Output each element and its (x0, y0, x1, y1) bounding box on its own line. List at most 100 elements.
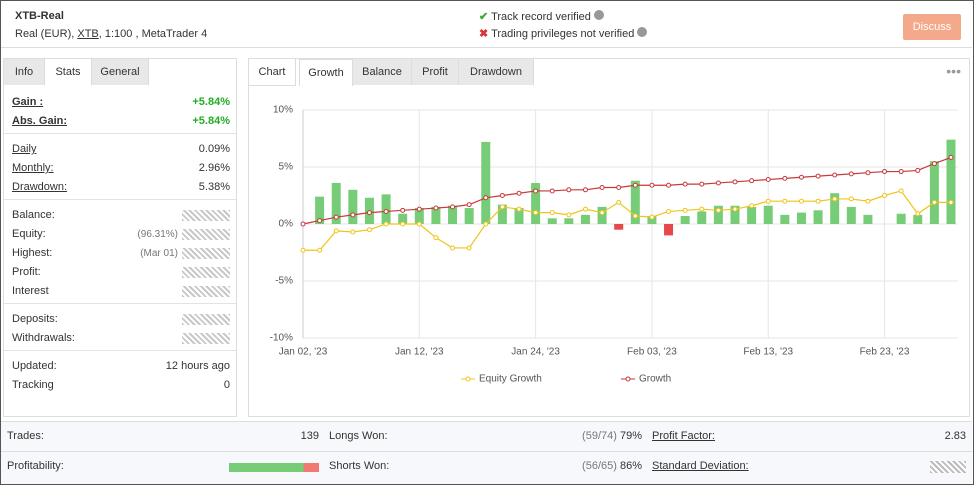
bar (531, 182, 541, 224)
x-tick-label: Jan 12, '23 (395, 347, 444, 358)
tab[interactable]: Balance (353, 59, 412, 85)
point (466, 245, 472, 251)
blurred-value (182, 286, 230, 297)
separator (1, 451, 972, 452)
bar (713, 205, 723, 224)
point (898, 188, 904, 194)
bar (813, 210, 823, 224)
bottom-note: (56/65) (582, 460, 617, 472)
stat-label: Updated: (12, 360, 57, 372)
point (450, 245, 456, 251)
chart: 10% 5% 0% -5% -10% Jan 02, '23 Jan 12, '23 Jan … (270, 105, 958, 385)
point (765, 198, 771, 204)
point (848, 171, 854, 177)
y-tick-label: 10% (273, 105, 293, 116)
bottom-value: 2.83 (944, 430, 966, 442)
account-type: Real (EUR), (15, 28, 75, 40)
bar (497, 204, 507, 224)
point (582, 187, 588, 193)
bar (580, 214, 590, 224)
point (882, 193, 888, 198)
bar (547, 218, 557, 224)
point (533, 188, 539, 194)
bar (514, 208, 524, 224)
bottom-cell: Longs Won: (59/74) 79% (329, 422, 642, 451)
bottom-right: 2.83 (945, 422, 966, 451)
point (300, 221, 306, 227)
bottom-cell: Shorts Won: (56/65) 86% (329, 452, 642, 481)
tab[interactable]: Stats (45, 59, 92, 85)
bar (780, 214, 790, 224)
point (666, 182, 672, 188)
account-title: XTB-Real (15, 10, 64, 22)
point (499, 193, 505, 198)
blurred-value (182, 267, 230, 278)
bottom-label: Trades: (7, 430, 44, 442)
bar (730, 205, 740, 224)
stat-row: Daily 0.09% (12, 140, 230, 159)
tab[interactable]: Drawdown (459, 59, 534, 85)
point (383, 208, 389, 214)
profitability-bar (229, 463, 319, 472)
point (815, 198, 821, 204)
blurred-value (182, 210, 230, 221)
bottom-label: Standard Deviation: (652, 460, 749, 472)
point (516, 206, 522, 212)
bottom-right: (59/74) 79% (582, 422, 642, 451)
bar (929, 161, 939, 224)
bar (647, 216, 657, 224)
point (649, 214, 655, 220)
stat-row: Withdrawals: (12, 329, 230, 348)
point (715, 180, 721, 186)
point (533, 210, 539, 216)
point (832, 196, 838, 202)
discuss-button[interactable]: Discuss (903, 14, 961, 40)
bar (331, 182, 341, 224)
point (915, 167, 921, 173)
verified-text: Track record verified (491, 11, 591, 23)
header: XTB-Real Real (EUR), XTB, 1:100 , MetaTr… (1, 1, 972, 48)
stat-label: Deposits: (12, 313, 58, 325)
stat-note: (Mar 01) (140, 248, 178, 259)
bar (830, 193, 840, 224)
stat-label: Profit: (12, 266, 41, 278)
bar (796, 212, 806, 224)
point (898, 169, 904, 175)
x-tick-label: Feb 03, '23 (627, 347, 677, 358)
point (699, 206, 705, 212)
point (499, 204, 505, 210)
tab[interactable]: Info (4, 59, 45, 85)
bar (747, 206, 757, 224)
point (433, 205, 439, 211)
bar (697, 211, 707, 224)
x-tick-label: Jan 24, '23 (511, 347, 560, 358)
x-tick-label: Jan 02, '23 (279, 347, 328, 358)
tab[interactable]: Growth (299, 59, 353, 86)
bottom-cell: Standard Deviation: (652, 452, 966, 481)
legend-swatch-dot (465, 376, 471, 382)
stat-row: Profit: (12, 263, 230, 282)
bottom-value: 139 (300, 430, 319, 442)
tab[interactable]: Profit (412, 59, 459, 85)
point (749, 178, 755, 184)
menu-dots[interactable]: ••• (946, 63, 961, 79)
bar (614, 224, 624, 230)
point (549, 210, 555, 216)
point (599, 210, 605, 216)
stat-note: (96.31%) (137, 229, 178, 240)
point (732, 206, 738, 212)
broker-link[interactable]: XTB (77, 28, 99, 40)
point (632, 213, 638, 219)
point (931, 199, 937, 205)
point (366, 227, 372, 233)
tab[interactable]: General (92, 59, 149, 85)
y-tick-label: -5% (275, 276, 293, 287)
point (715, 207, 721, 213)
point (798, 174, 804, 180)
stat-value: +5.84% (192, 96, 230, 108)
stat-label: Tracking (12, 379, 54, 391)
separator (4, 133, 236, 134)
point (566, 187, 572, 193)
point (749, 203, 755, 209)
